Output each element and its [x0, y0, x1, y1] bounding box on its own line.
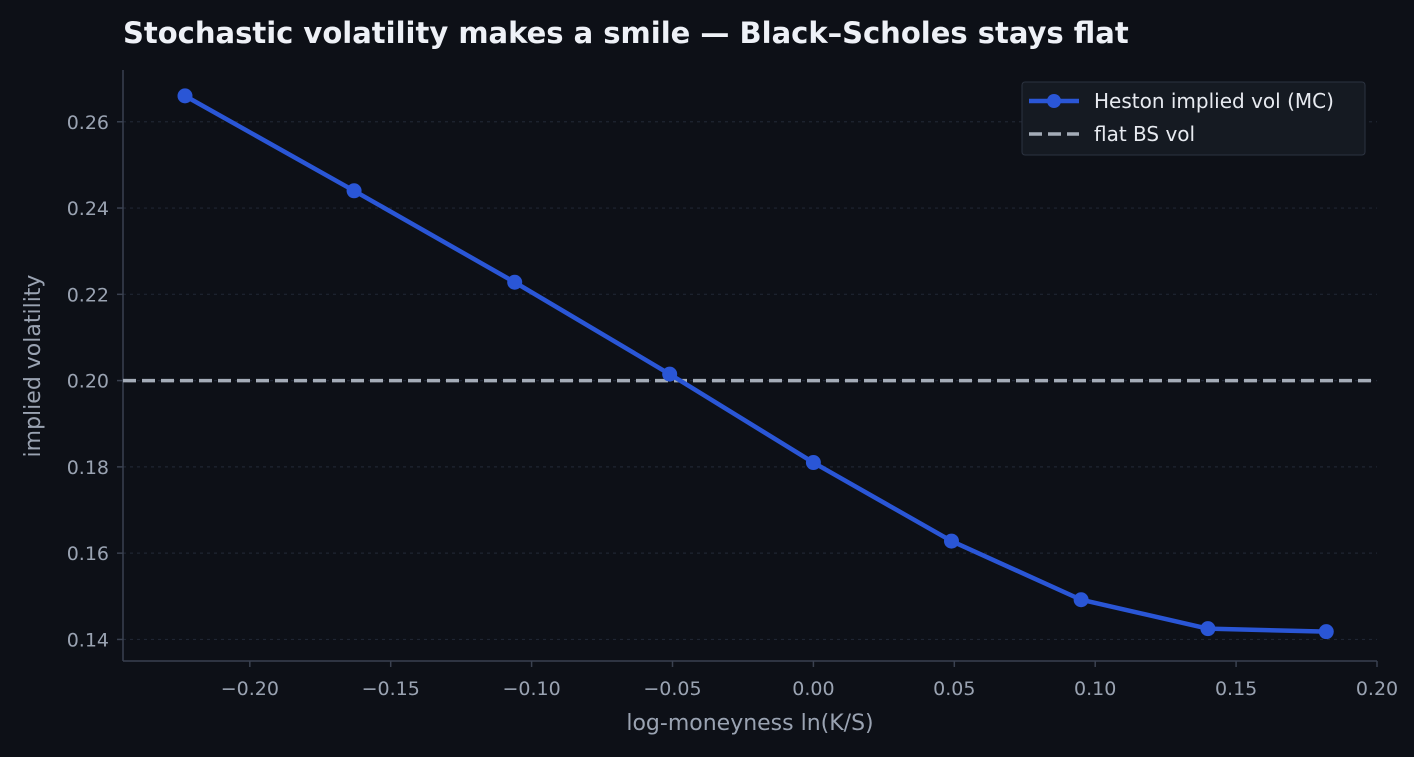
legend-box [1021, 81, 1366, 156]
heston-data-point [662, 366, 678, 382]
x-tick-label: 0.00 [792, 678, 834, 700]
x-tick-label: −0.20 [221, 678, 279, 700]
heston-data-point [507, 274, 523, 290]
heston-data-point [1073, 592, 1089, 608]
series-layer [123, 88, 1377, 640]
x-tick-label: −0.15 [362, 678, 420, 700]
chart-title: Stochastic volatility makes a smile — Bl… [123, 16, 1129, 50]
y-tick-label: 0.20 [67, 371, 109, 393]
heston-data-point [805, 455, 821, 471]
x-axis-ticks: −0.20 −0.15 −0.10 −0.05 0.00 0.05 0.10 0.15 0.20 [221, 661, 1398, 700]
axes [122, 70, 1377, 662]
heston-data-point [177, 88, 193, 104]
legend-heston-label: Heston implied vol (MC) [1094, 89, 1334, 113]
y-tick-label: 0.24 [67, 198, 109, 220]
y-axis-ticks: 0.14 0.16 0.18 0.20 0.22 0.24 0.26 [67, 112, 123, 651]
x-tick-label: 0.20 [1356, 678, 1398, 700]
y-tick-label: 0.16 [67, 543, 109, 565]
x-tick-label: 0.10 [1074, 678, 1116, 700]
legend: Heston implied vol (MC) flat BS vol [1021, 81, 1366, 156]
heston-implied-vol-line [183, 93, 1327, 634]
x-tick-label: 0.15 [1215, 678, 1257, 700]
y-tick-label: 0.26 [67, 112, 109, 134]
heston-data-point [346, 183, 362, 199]
heston-data-point [1318, 624, 1334, 640]
x-tick-label: −0.05 [643, 678, 701, 700]
x-tick-label: 0.05 [933, 678, 975, 700]
heston-data-point [1200, 621, 1216, 637]
x-tick-label: −0.10 [502, 678, 560, 700]
y-axis-label: implied volatility [21, 275, 46, 458]
heston-data-point [943, 533, 959, 549]
legend-heston-marker [1047, 94, 1061, 108]
y-tick-label: 0.14 [67, 629, 109, 651]
x-axis-label: log-moneyness ln(K/S) [626, 711, 873, 736]
y-tick-label: 0.18 [67, 457, 109, 479]
legend-bs-label: flat BS vol [1094, 122, 1195, 146]
y-tick-label: 0.22 [67, 284, 109, 306]
